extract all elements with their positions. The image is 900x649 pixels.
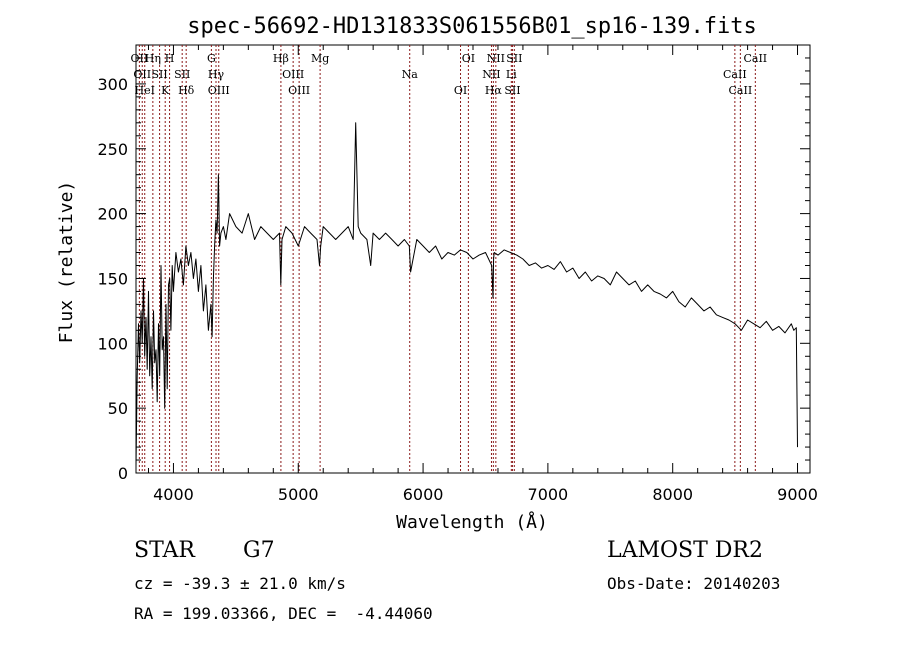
line-marker-label: Hγ [208, 68, 225, 81]
line-marker-label: CaII [743, 52, 767, 65]
line-marker-label: HeI [135, 84, 155, 97]
line-marker-label: H [165, 52, 175, 65]
line-marker-label: CaII [729, 84, 753, 97]
y-tick-label: 200 [97, 205, 128, 224]
x-axis: 4000 5000 6000 7000 8000 9000 [147, 45, 818, 504]
x-tick-label: 4000 [153, 485, 194, 504]
line-marker-label: Hδ [178, 84, 195, 97]
line-marker-label: NII [482, 68, 500, 81]
line-marker-label: SII [174, 68, 190, 81]
line-markers-layer [138, 45, 756, 473]
line-marker-label: SII [151, 68, 167, 81]
redshift-readout: cz = -39.3 ± 21.0 km/s [134, 574, 346, 593]
line-marker-label: G [207, 52, 216, 65]
y-tick-label: 300 [97, 75, 128, 94]
x-tick-label: 9000 [777, 485, 818, 504]
object-subclass: G7 [243, 538, 275, 563]
y-tick-label: 250 [97, 140, 128, 159]
line-marker-label: NII [487, 52, 505, 65]
line-marker-label: Hα [485, 84, 503, 97]
line-marker-labels-layer: OII OII HeI Hη SII K H SII Hδ G Hγ OIII Hβ OIII OIII Mg… [131, 52, 768, 97]
line-marker-label: OI [462, 52, 475, 65]
y-tick-label: 100 [97, 334, 128, 353]
coordinates: RA = 199.03366, DEC = -4.44060 [134, 604, 433, 623]
line-marker-label: OIII [282, 68, 304, 81]
y-tick-label: 0 [118, 464, 128, 483]
obs-date: Obs-Date: 20140203 [607, 574, 781, 593]
line-marker-label: Mg [311, 52, 329, 65]
line-marker-label: Na [402, 68, 419, 81]
x-tick-label: 8000 [652, 485, 693, 504]
line-marker-label: CaII [723, 68, 747, 81]
line-marker-label: OIII [288, 84, 310, 97]
x-tick-label: 7000 [528, 485, 569, 504]
object-class: STAR [134, 538, 195, 563]
line-marker-label: OII [133, 68, 151, 81]
line-marker-label: OIII [208, 84, 230, 97]
series-layer [135, 122, 798, 467]
y-axis-label: Flux (relative) [56, 181, 77, 344]
x-tick-label: 5000 [278, 485, 319, 504]
line-marker-label: OII [131, 52, 149, 65]
line-marker-label: SII [504, 84, 520, 97]
y-tick-label: 150 [97, 269, 128, 288]
x-axis-label: Wavelength (Å) [396, 511, 548, 533]
line-marker-label: Li [506, 68, 517, 81]
line-marker-label: Hβ [273, 52, 289, 65]
survey-name: LAMOST DR2 [607, 538, 763, 563]
line-marker-label: K [161, 84, 170, 97]
line-marker-label: OI [454, 84, 467, 97]
line-marker-label: SII [506, 52, 522, 65]
chart-title: spec-56692-HD131833S061556B01_sp16-139.f… [187, 14, 757, 39]
y-axis: 0 50 100 150 200 250 300 [97, 57, 810, 483]
line-marker-label: Hη [145, 52, 161, 65]
spectrum-line [135, 122, 798, 467]
x-tick-label: 6000 [403, 485, 444, 504]
y-tick-label: 50 [108, 399, 128, 418]
